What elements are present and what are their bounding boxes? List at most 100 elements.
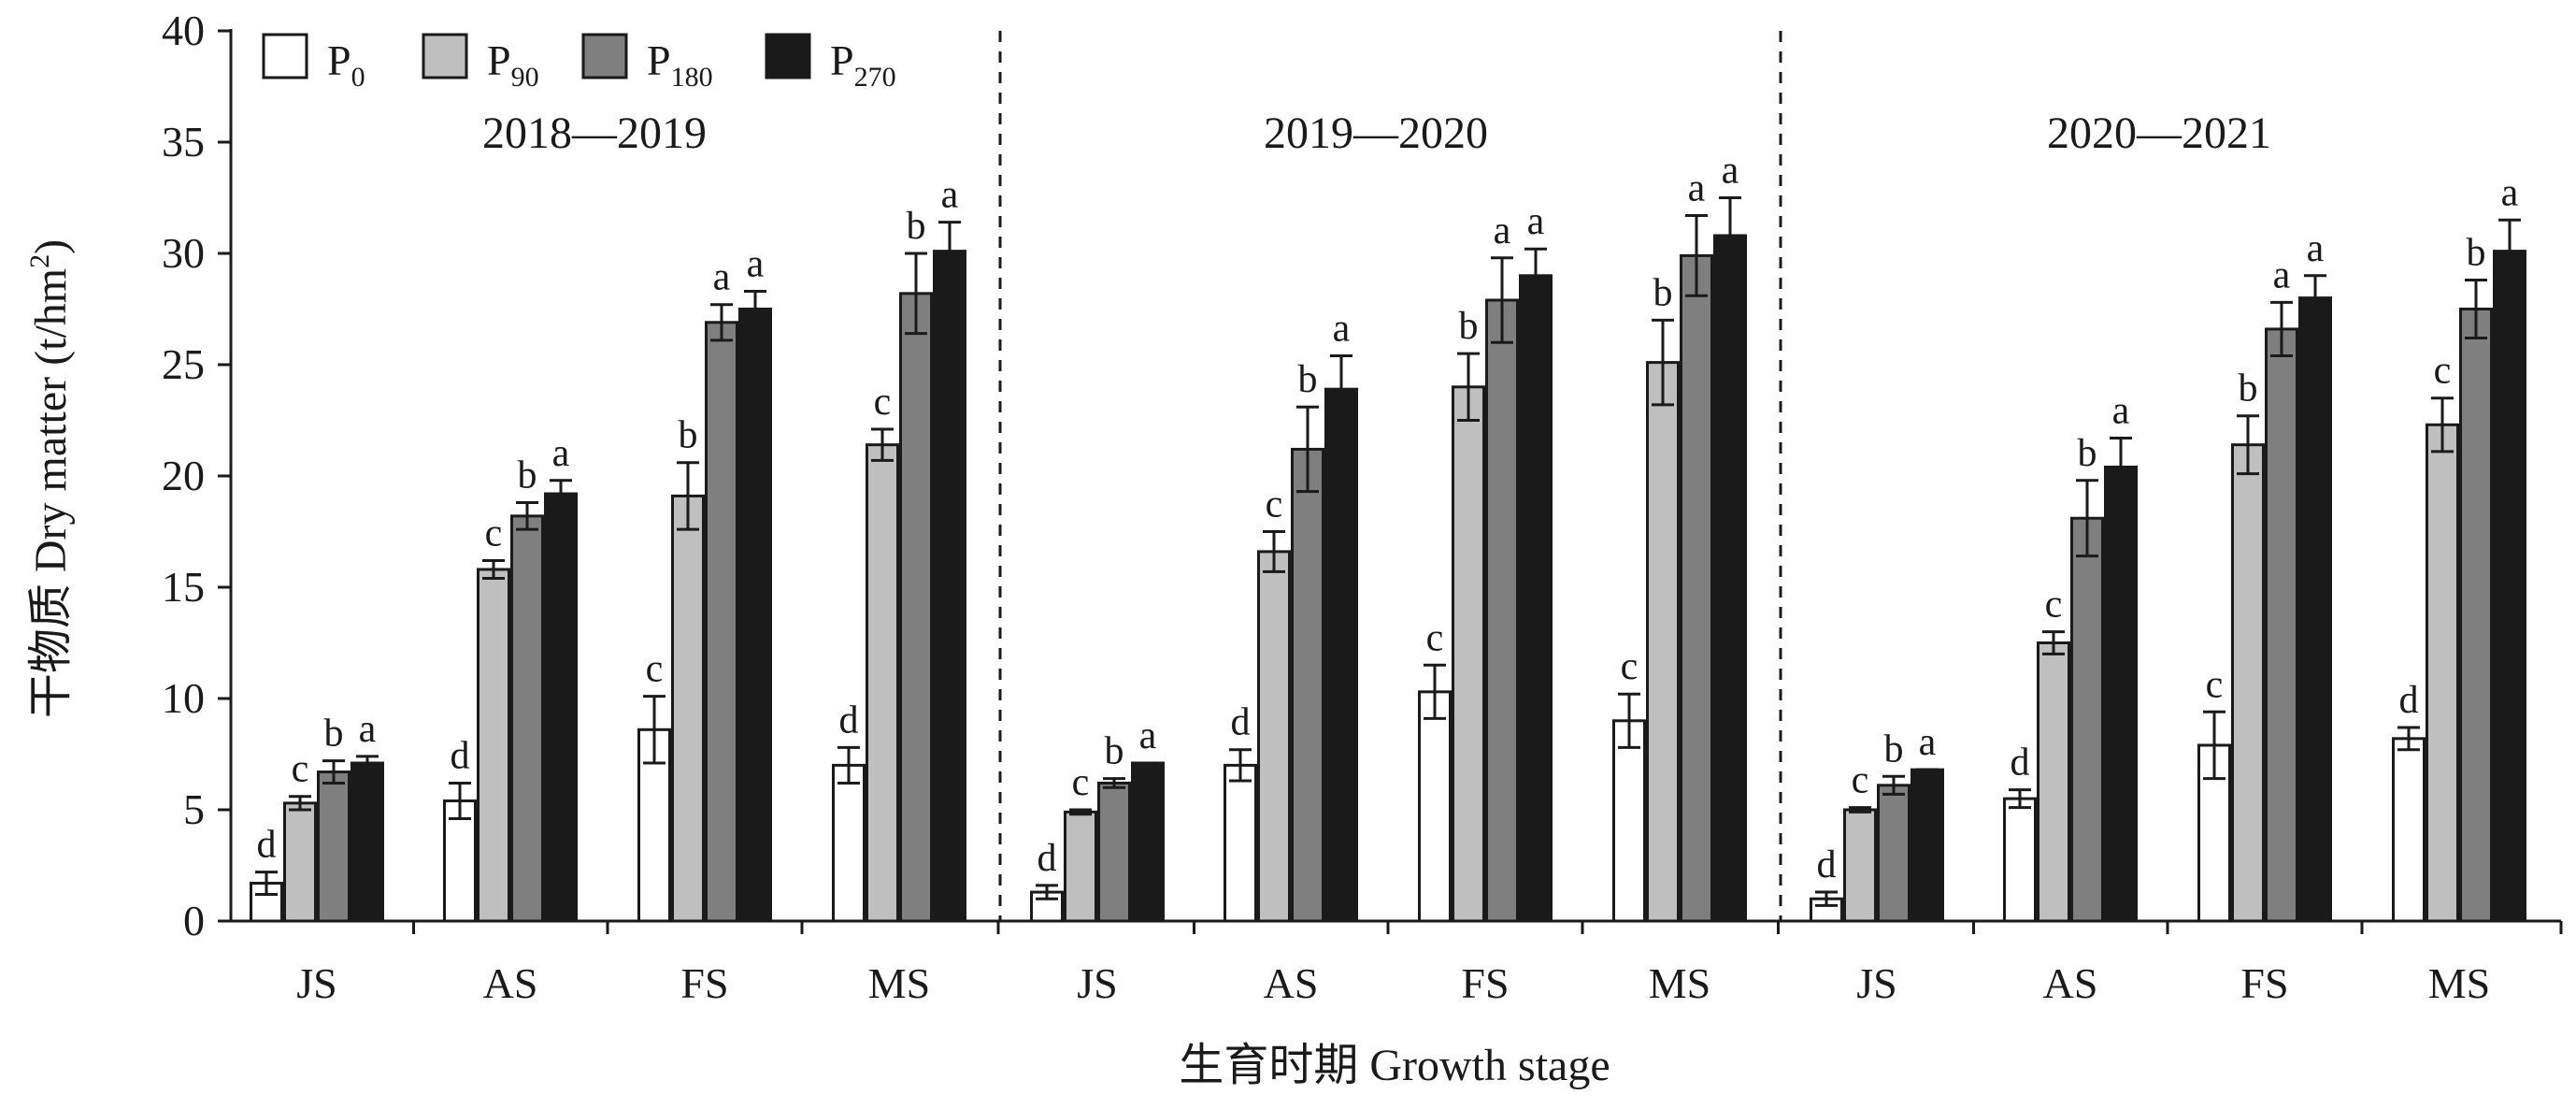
bar [671, 494, 705, 923]
x-tick-label: MS [1649, 959, 1710, 1007]
legend-label-sub: 180 [671, 62, 713, 93]
period-label: 2020—2021 [2047, 108, 2271, 158]
bar [2037, 641, 2070, 923]
x-tick-label: AS [1264, 959, 1319, 1007]
x-tick-label: MS [868, 959, 930, 1007]
significance-letter: a [2112, 390, 2130, 433]
bar [705, 321, 738, 923]
significance-letter: c [1852, 759, 1869, 802]
labels-layer: 2018—2019 2019—2020 2020—2021 生育时期 Growth s… [24, 108, 2271, 1090]
bar [866, 443, 899, 923]
significance-letter: a [1722, 150, 1739, 193]
x-tick-label: JS [296, 959, 336, 1007]
legend-label-main: P [647, 36, 671, 84]
bar [2070, 516, 2104, 923]
bar [1519, 274, 1553, 923]
significance-letter: c [1426, 616, 1444, 659]
legend-item: P270 [765, 33, 896, 93]
bar [2298, 296, 2332, 923]
bar [2426, 423, 2459, 923]
significance-letter: a [941, 174, 959, 217]
significance-letter: c [874, 381, 892, 424]
significance-letter: a [552, 432, 570, 475]
y-axis-title: 干物质 Dry matter (t/hm2) [24, 239, 76, 718]
x-tick-label: FS [2240, 959, 2288, 1007]
significance-letter: b [2078, 432, 2097, 475]
bar [1064, 810, 1097, 923]
legend-label: P0 [327, 36, 365, 93]
significance-letter: c [1266, 483, 1283, 526]
significance-letter: c [1621, 645, 1639, 688]
bar [351, 761, 384, 923]
y-tick-label: 5 [183, 785, 205, 833]
significance-letter: a [1527, 200, 1545, 243]
legend-item: P180 [581, 33, 713, 93]
significance-letter: b [324, 713, 344, 756]
x-tick-label: JS [1077, 959, 1117, 1007]
significance-letter: c [2045, 583, 2063, 627]
significance-letter: a [2307, 227, 2325, 270]
bar [283, 801, 317, 923]
bar [544, 492, 578, 923]
significance-letter: a [747, 242, 765, 285]
significance-letter: a [1919, 721, 1937, 764]
significance-letter: c [1072, 761, 1090, 804]
legend-item: P0 [262, 33, 365, 93]
legend-label-sub: 0 [351, 62, 365, 93]
significance-letter: d [1817, 843, 1837, 886]
significance-letter: d [1038, 837, 1057, 880]
y-tick-label: 25 [162, 340, 205, 388]
bar [1877, 784, 1911, 923]
y-tick-label: 10 [162, 674, 205, 722]
bar [2265, 327, 2298, 923]
significance-letter: b [2239, 367, 2258, 410]
bar [510, 514, 544, 923]
bar [2231, 443, 2265, 923]
legend-label: P90 [487, 36, 539, 93]
significance-letter: d [2011, 742, 2030, 785]
period-label: 2019—2020 [1264, 108, 1488, 158]
significance-letter: a [359, 708, 377, 751]
significance-letter: b [1653, 271, 1673, 314]
bar [832, 763, 866, 923]
bar [1713, 234, 1747, 923]
bar [1418, 690, 1452, 923]
bar [1324, 387, 1358, 923]
axes-layer: 0 5 10 15 20 25 30 35 40 JS AS FS MS JS AS FS MS JS AS FS MS [162, 7, 2563, 1007]
x-tick-label: JS [1856, 959, 1896, 1007]
significance-letter: a [2501, 171, 2519, 214]
significance-letter: c [292, 748, 309, 791]
y-tick-label: 30 [162, 229, 205, 277]
bar [738, 308, 772, 923]
significance-letter: b [907, 205, 926, 248]
y-tick-label: 20 [162, 452, 205, 499]
significance-letter: b [518, 454, 537, 497]
significance-letter: a [1688, 167, 1706, 210]
significance-letter: d [839, 699, 859, 742]
legend-swatch [262, 33, 308, 79]
significance-letter: b [679, 414, 698, 457]
bar [1097, 781, 1131, 923]
y-axis-title-sup: 2 [24, 254, 55, 268]
bar [1843, 808, 1877, 923]
x-tick-label: FS [1461, 959, 1509, 1007]
legend-label-main: P [327, 36, 351, 84]
legend-swatch [581, 33, 628, 79]
y-tick-label: 0 [183, 897, 205, 944]
significance-letter: a [1139, 714, 1157, 757]
x-tick-label: AS [2043, 959, 2098, 1007]
significance-letter: b [1459, 305, 1479, 348]
significance-letter: d [257, 824, 277, 867]
y-axis-title-main: 干物质 Dry matter (t/hm [26, 268, 76, 718]
bar [1646, 361, 1680, 923]
legend-label-main: P [830, 36, 854, 84]
significance-letter: d [451, 734, 470, 777]
significance-letter: c [2434, 350, 2452, 393]
significance-letter: b [1884, 727, 1904, 771]
bar [2392, 737, 2426, 923]
